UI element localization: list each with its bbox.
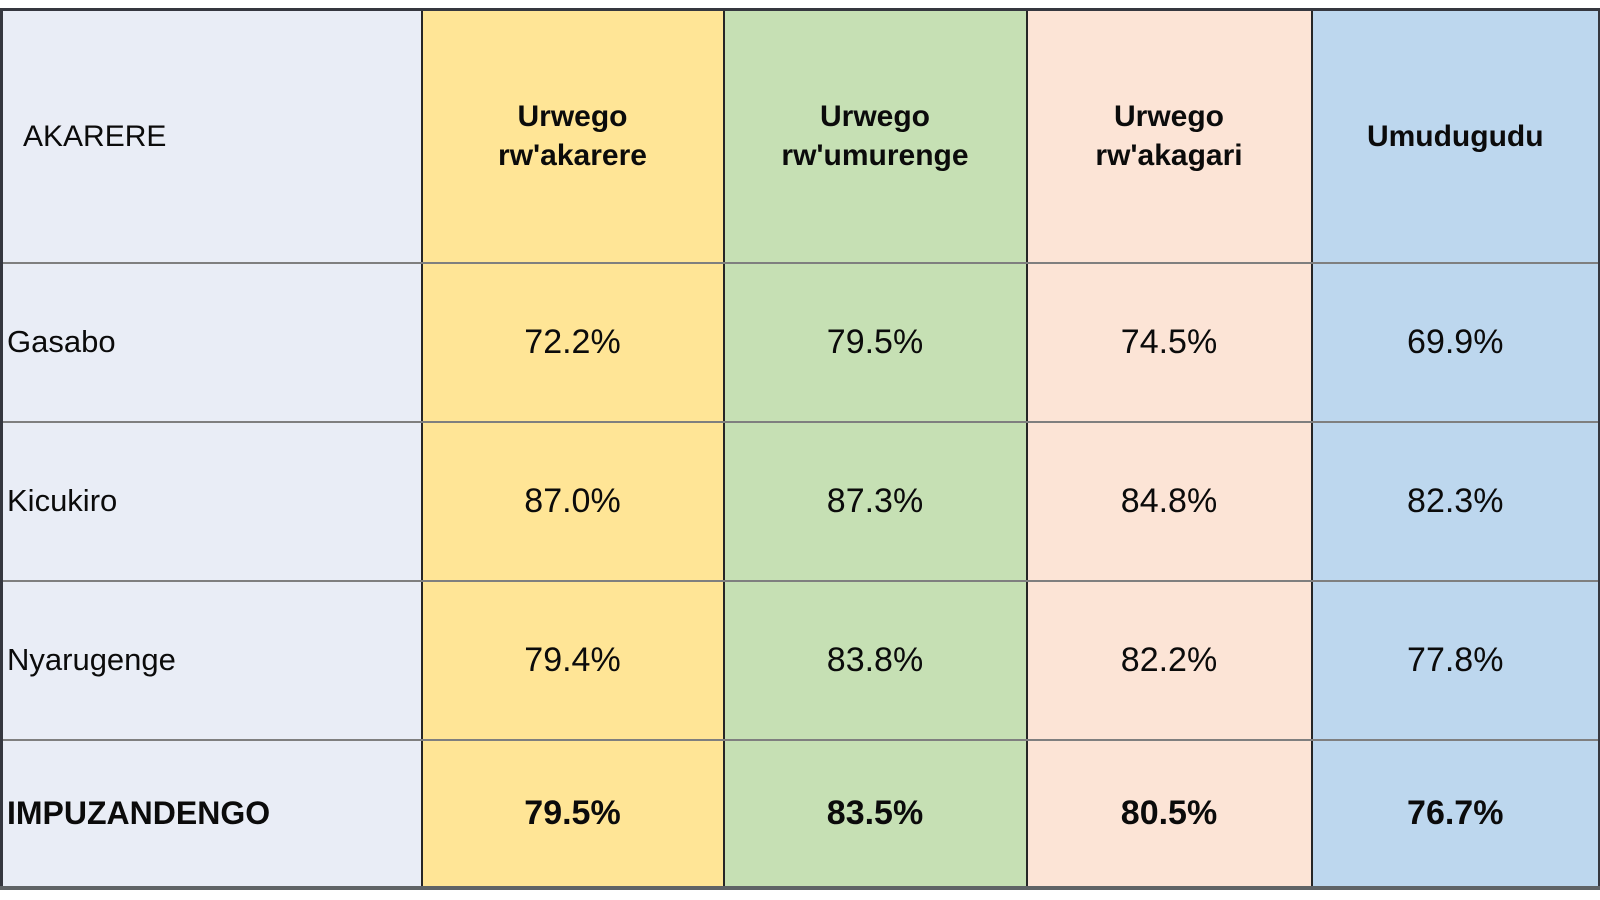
row-label: Gasabo — [0, 261, 423, 423]
column-header-label: Urwego rw'akagari — [1095, 100, 1243, 173]
data-cell: 79.4% — [420, 579, 725, 741]
column-header-urwego-rw-akarere: Urwego rw'akarere — [420, 8, 725, 264]
table-row-impuzandengo: IMPUZANDENGO 79.5% 83.5% 80.5% 76.7% — [0, 738, 1600, 889]
data-cell: 82.2% — [1025, 579, 1313, 741]
data-cell: 79.5% — [722, 261, 1028, 423]
column-header-label: Umudugudu — [1366, 119, 1544, 153]
table-row-nyarugenge: Nyarugenge 79.4% 83.8% 82.2% 77.8% — [0, 579, 1600, 741]
data-cell: 76.7% — [1310, 738, 1600, 889]
column-header-urwego-rw-akagari: Urwego rw'akagari — [1025, 8, 1313, 264]
row-label: Nyarugenge — [0, 579, 423, 741]
data-cell: 79.5% — [420, 738, 725, 889]
table-row-gasabo: Gasabo 72.2% 79.5% 74.5% 69.9% — [0, 261, 1600, 423]
data-cell: 83.5% — [722, 738, 1028, 889]
data-cell: 83.8% — [722, 579, 1028, 741]
header-row: AKARERE Urwego rw'akarere Urwego rw'umur… — [0, 8, 1600, 264]
column-header-urwego-rw-umurenge: Urwego rw'umurenge — [722, 8, 1028, 264]
data-cell: 74.5% — [1025, 261, 1313, 423]
column-header-akarere: AKARERE — [0, 8, 423, 264]
data-cell: 80.5% — [1025, 738, 1313, 889]
data-cell: 69.9% — [1310, 261, 1600, 423]
data-cell: 87.0% — [420, 420, 725, 582]
data-cell: 72.2% — [420, 261, 725, 423]
row-label: Kicukiro — [0, 420, 423, 582]
data-cell: 77.8% — [1310, 579, 1600, 741]
summary-table: AKARERE Urwego rw'akarere Urwego rw'umur… — [0, 8, 1600, 890]
data-cell: 87.3% — [722, 420, 1028, 582]
table-container: AKARERE Urwego rw'akarere Urwego rw'umur… — [0, 8, 1600, 890]
column-header-label: Urwego rw'umurenge — [781, 100, 969, 173]
table-row-kicukiro: Kicukiro 87.0% 87.3% 84.8% 82.3% — [0, 420, 1600, 582]
data-cell: 82.3% — [1310, 420, 1600, 582]
column-header-umudugudu: Umudugudu — [1310, 8, 1600, 264]
column-header-label: Urwego rw'akarere — [498, 100, 647, 173]
data-cell: 84.8% — [1025, 420, 1313, 582]
row-label: IMPUZANDENGO — [0, 738, 423, 889]
